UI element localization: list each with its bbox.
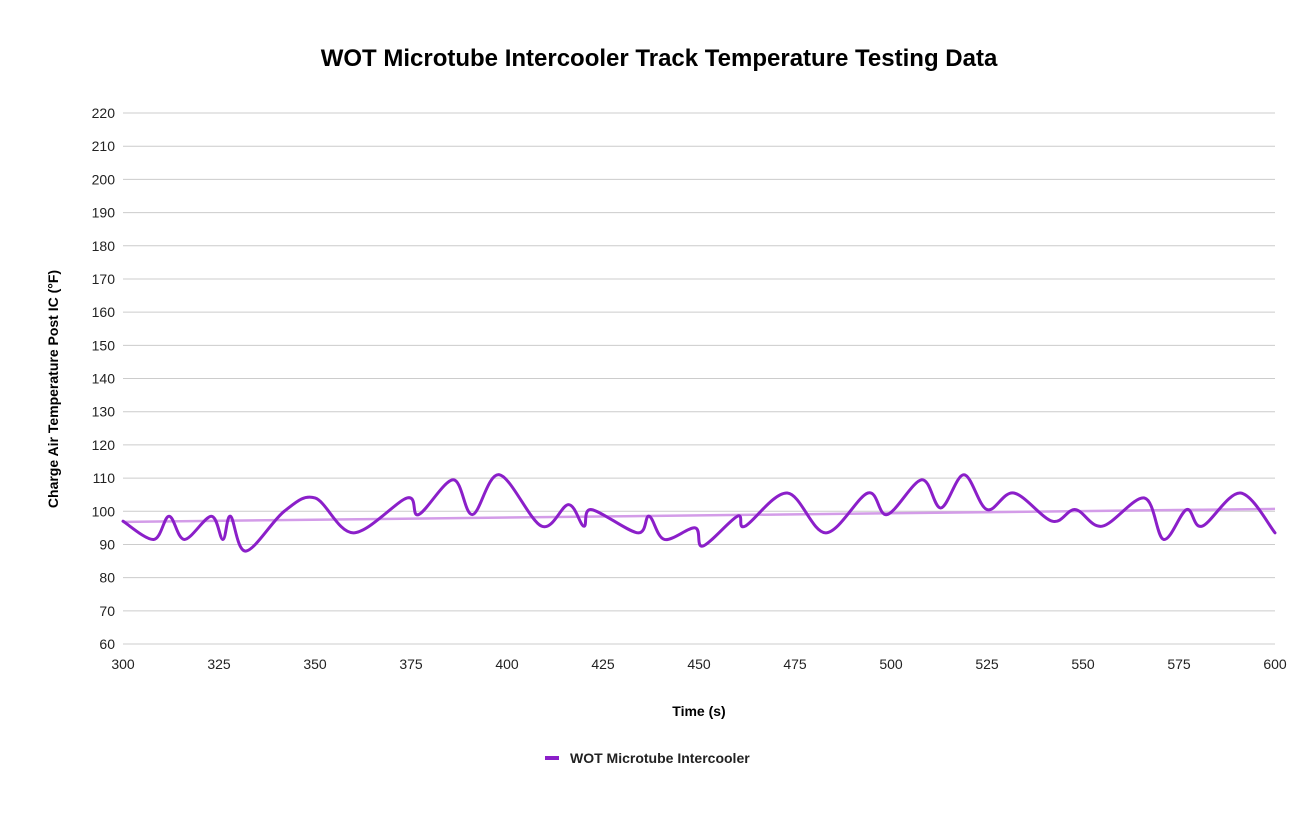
series-line-0 bbox=[121, 473, 1277, 553]
y-tick-label: 160 bbox=[92, 304, 116, 320]
x-tick-label: 400 bbox=[495, 656, 519, 672]
y-tick-label: 140 bbox=[92, 371, 116, 387]
x-axis-ticks: 300 325 350 375 400 425 450 475 500 525 550 575 600 bbox=[111, 656, 1287, 672]
y-tick-label: 60 bbox=[99, 636, 115, 652]
y-tick-label: 90 bbox=[99, 536, 115, 552]
x-tick-label: 500 bbox=[879, 656, 903, 672]
legend-label-wot-microtube-intercooler: WOT Microtube Intercooler bbox=[570, 750, 750, 766]
x-tick-label: 575 bbox=[1167, 656, 1191, 672]
x-tick-label: 325 bbox=[207, 656, 231, 672]
y-tick-label: 200 bbox=[92, 171, 116, 187]
y-tick-label: 110 bbox=[93, 470, 116, 486]
y-tick-label: 80 bbox=[99, 570, 115, 586]
y-tick-label: 170 bbox=[92, 271, 116, 287]
y-axis-ticks: 60 70 80 90 100 110 120 130 140 150 160 170 180 190 20… bbox=[92, 105, 116, 652]
gridlines bbox=[123, 112, 1275, 645]
x-tick-label: 550 bbox=[1071, 656, 1095, 672]
y-tick-label: 120 bbox=[92, 437, 116, 453]
y-tick-label: 70 bbox=[99, 603, 115, 619]
y-axis-title: Charge Air Temperature Post IC (°F) bbox=[45, 270, 61, 508]
chart-title: WOT Microtube Intercooler Track Temperat… bbox=[321, 45, 998, 72]
x-tick-label: 300 bbox=[111, 656, 135, 672]
y-tick-label: 220 bbox=[92, 105, 116, 121]
y-tick-label: 130 bbox=[92, 404, 116, 420]
x-tick-label: 600 bbox=[1263, 656, 1287, 672]
legend: WOT Microtube Intercooler bbox=[545, 750, 750, 766]
x-tick-label: 525 bbox=[975, 656, 999, 672]
y-tick-label: 190 bbox=[92, 205, 116, 221]
series-layer bbox=[121, 473, 1277, 553]
y-tick-label: 210 bbox=[92, 138, 116, 154]
y-tick-label: 150 bbox=[92, 337, 116, 353]
y-tick-label: 180 bbox=[92, 238, 116, 254]
x-tick-label: 375 bbox=[399, 656, 423, 672]
x-axis-title: Time (s) bbox=[672, 703, 725, 719]
x-tick-label: 475 bbox=[783, 656, 807, 672]
y-tick-label: 100 bbox=[92, 503, 116, 519]
x-tick-label: 350 bbox=[303, 656, 327, 672]
x-tick-label: 425 bbox=[591, 656, 615, 672]
x-tick-label: 450 bbox=[687, 656, 711, 672]
trendline bbox=[122, 507, 1276, 524]
